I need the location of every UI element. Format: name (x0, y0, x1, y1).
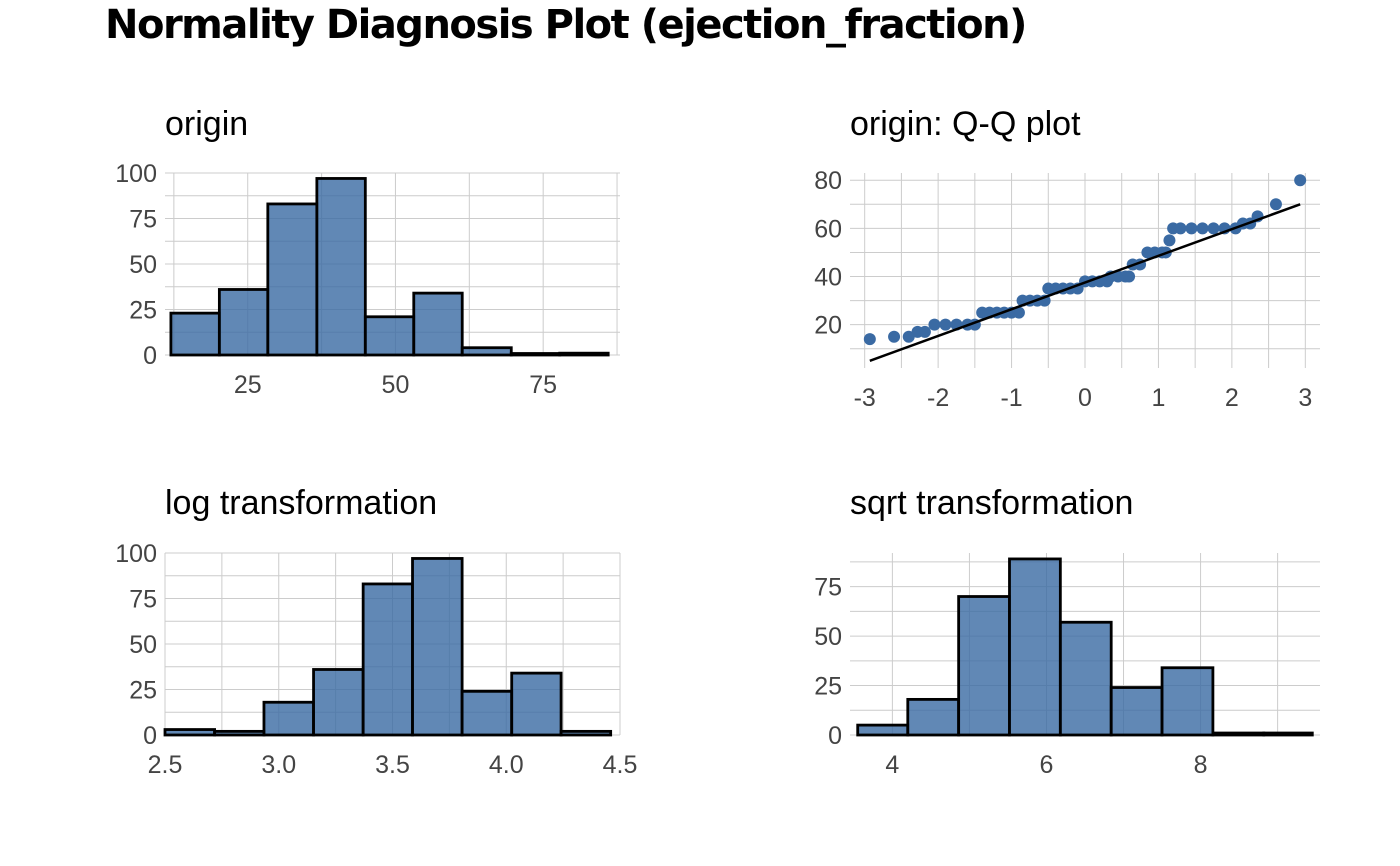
x-tick-label: 3 (1298, 384, 1312, 412)
qq-point (902, 330, 915, 343)
histogram-bar (312, 668, 365, 737)
x-tick-label: 3.5 (375, 751, 410, 779)
y-tick-label: 75 (129, 206, 157, 234)
panel-sqrt: sqrt transformation 4 6 8 0 25 50 75 (814, 484, 1320, 779)
y-tick-label: 100 (115, 160, 157, 188)
y-tick-label: 50 (814, 623, 842, 651)
panel-title-log: log transformation (165, 484, 437, 522)
panel-title-qq: origin: Q-Q plot (850, 105, 1081, 143)
x-tick-label: 6 (1040, 751, 1054, 779)
histogram-bar (906, 697, 961, 737)
histogram-bar (266, 202, 319, 357)
x-tick-label: 0 (1078, 384, 1092, 412)
histogram-bar (262, 700, 315, 737)
x-tick-label: 50 (382, 371, 410, 399)
histogram-bar (1109, 686, 1164, 737)
x-tick-label: 8 (1194, 751, 1208, 779)
y-tick-label: 100 (115, 540, 157, 568)
qq-point (1185, 222, 1198, 235)
panel-title-origin: origin (165, 105, 248, 143)
y-tick-label: 50 (129, 631, 157, 659)
histogram-bar (509, 352, 562, 357)
histogram-bar (558, 351, 610, 357)
chart-title: Normality Diagnosis Plot (ejection_fract… (105, 2, 1027, 48)
qq-point (1123, 270, 1136, 283)
x-tick-label: -2 (927, 384, 949, 412)
qq-point (1207, 222, 1220, 235)
histogram-bar (315, 177, 367, 357)
y-tick-label: 40 (814, 264, 842, 292)
qq-point (1294, 174, 1307, 187)
y-tick-label: 50 (129, 251, 157, 279)
histogram-bar (1160, 666, 1215, 737)
y-tick-label: 0 (143, 722, 157, 750)
x-tick-label: 4.5 (603, 751, 638, 779)
y-tick-label: 75 (129, 586, 157, 614)
y-tick-label: 0 (143, 342, 157, 370)
histogram-bar (1008, 557, 1062, 737)
histogram-bar (213, 729, 266, 737)
y-tick-label: 60 (814, 215, 842, 243)
qq-point (1012, 306, 1025, 319)
histogram-bar (217, 288, 270, 357)
histogram-bar (163, 728, 216, 737)
histogram-bar (460, 346, 513, 357)
x-tick-label: 1 (1151, 384, 1165, 412)
y-tick-label: 25 (129, 297, 157, 325)
histogram-bar (412, 291, 464, 357)
qq-point (939, 318, 952, 331)
qq-point (918, 325, 931, 338)
histogram-bar (363, 315, 416, 357)
histogram-bar (510, 671, 563, 737)
qq-point (928, 318, 941, 331)
qq-reference-line (869, 203, 1301, 362)
x-tick-label: 4 (885, 751, 899, 779)
x-tick-label: 2.5 (148, 751, 183, 779)
x-tick-label: 75 (529, 371, 557, 399)
histogram-bar (957, 595, 1011, 737)
panel-qq: origin: Q-Q plot -3 -2 -1 0 1 2 3 20 40 60 80 (814, 105, 1320, 412)
y-tick-label: 75 (814, 574, 842, 602)
x-tick-label: 3.0 (261, 751, 296, 779)
qq-point (1196, 222, 1209, 235)
qq-point (888, 330, 901, 343)
x-tick-label: 2 (1225, 384, 1239, 412)
y-tick-label: 80 (814, 167, 842, 195)
x-tick-label: 4.0 (489, 751, 524, 779)
histogram-bar (1058, 620, 1113, 737)
qq-point (1163, 234, 1176, 247)
qq-point (1269, 198, 1282, 211)
y-tick-label: 0 (828, 722, 842, 750)
histogram-bar (460, 689, 514, 737)
qq-point (863, 333, 876, 346)
y-tick-label: 20 (814, 312, 842, 340)
histogram-bar (169, 311, 221, 357)
histogram-bar (1262, 731, 1314, 737)
qq-point (1174, 222, 1187, 235)
histogram-bar (361, 582, 414, 737)
panel-origin: origin 25 50 75 0 25 50 75 100 (115, 105, 620, 399)
panel-title-sqrt: sqrt transformation (850, 484, 1133, 522)
y-tick-label: 25 (129, 677, 157, 705)
x-tick-label: -3 (854, 384, 876, 412)
histogram-bar (856, 723, 910, 737)
y-tick-label: 25 (814, 673, 842, 701)
panel-log: log transformation 2.5 3.0 3.5 4.0 4.5 0 25 50 75… (115, 484, 637, 779)
x-tick-label: 25 (234, 371, 262, 399)
x-tick-label: -1 (1000, 384, 1022, 412)
histogram-bar (411, 557, 464, 737)
histogram-bar (559, 729, 613, 737)
histogram-bar (1211, 731, 1266, 737)
